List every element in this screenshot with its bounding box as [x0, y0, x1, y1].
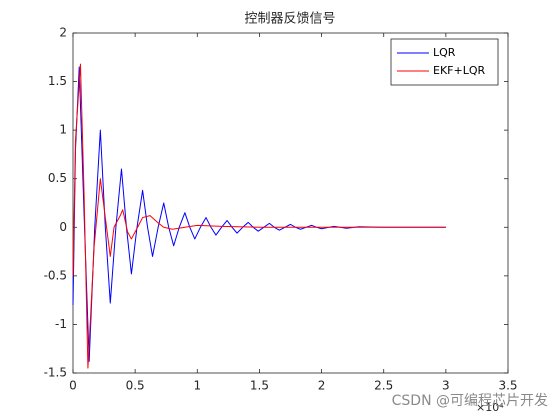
chart-title: 控制器反馈信号 [244, 12, 335, 27]
series-line [72, 66, 446, 362]
legend-box [390, 38, 499, 86]
y-tick-label: -1 [55, 317, 67, 331]
y-tick-label: -1.5 [44, 366, 67, 380]
x-tick-label: 3.5 [498, 379, 517, 393]
y-tick-label: -0.5 [44, 268, 67, 282]
x-tick-label: 1.5 [250, 379, 269, 393]
x-tick-label: 2.5 [374, 379, 393, 393]
y-tick-label: 1 [59, 123, 67, 137]
legend-label: EKF+LQR [433, 64, 485, 77]
y-tick-label: 1.5 [48, 74, 67, 88]
x-tick-label: 0 [69, 379, 77, 393]
x-tick-label: 0.5 [126, 379, 145, 393]
plot-frame [72, 32, 509, 374]
y-tick-label: 0.5 [48, 171, 67, 185]
legend-label: LQR [433, 46, 456, 59]
watermark: CSDN @可编程芯片开发 [392, 393, 548, 409]
x-tick-label: 3 [442, 379, 450, 393]
x-tick-label: 2 [318, 379, 326, 393]
series-line [72, 63, 446, 369]
y-tick-label: 2 [59, 26, 67, 40]
x-exponent: ×10⁴ [476, 401, 504, 414]
x-tick-label: 1 [193, 379, 201, 393]
y-tick-label: 0 [59, 220, 67, 234]
